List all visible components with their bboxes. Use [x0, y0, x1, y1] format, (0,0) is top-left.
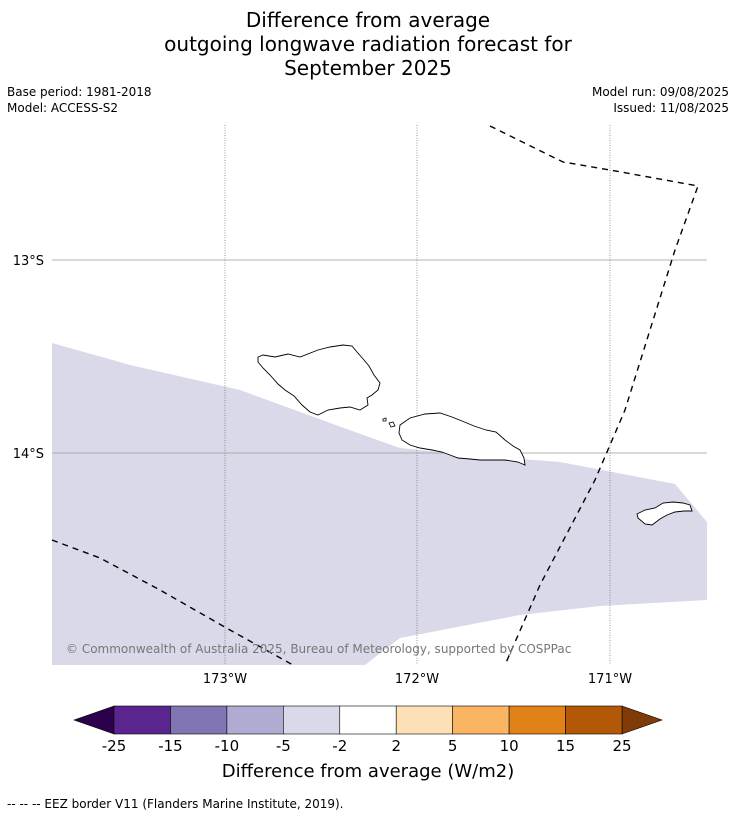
colorbar-tick-label: 15 [556, 737, 575, 755]
colorbar-tick-label: -10 [215, 737, 240, 755]
colorbar-tick-label: -15 [158, 737, 183, 755]
colorbar-segment [452, 705, 510, 735]
meta-right: Model run: 09/08/2025 Issued: 11/08/2025 [592, 84, 729, 116]
colorbar-segment [508, 705, 566, 735]
colorbar-extend-low [73, 705, 115, 735]
meta-left: Base period: 1981-2018 Model: ACCESS-S2 [7, 84, 152, 116]
colorbar-tick-label: -5 [276, 737, 291, 755]
base-period-text: Base period: 1981-2018 [7, 85, 152, 99]
manono-island [382, 417, 387, 422]
eez-footnote: -- -- -- EEZ border V11 (Flanders Marine… [7, 797, 344, 811]
colorbar-tick-label: -2 [332, 737, 347, 755]
lon-label-173w: 173°W [203, 672, 247, 687]
apolima-island [388, 421, 396, 428]
lat-label-14s: 14°S [13, 447, 44, 462]
colorbar-tick-label: -25 [102, 737, 127, 755]
model-text: Model: ACCESS-S2 [7, 101, 119, 115]
colorbar-extend-high [621, 705, 663, 735]
chart-title: Difference from average outgoing longwav… [0, 8, 736, 80]
colorbar-segment [395, 705, 453, 735]
colorbar-tick-label: 25 [612, 737, 631, 755]
title-line-3: September 2025 [284, 56, 452, 80]
eez-border-north [489, 125, 699, 666]
colorbar-segment [113, 705, 171, 735]
colorbar-segment [565, 705, 623, 735]
colorbar-segment [226, 705, 284, 735]
colorbar-segment [339, 705, 397, 735]
upolu-island [398, 412, 526, 466]
eez-border-south [51, 539, 294, 666]
savaii-island [257, 344, 381, 416]
colorbar-segment [170, 705, 228, 735]
title-line-1: Difference from average [245, 8, 491, 32]
colorbar-title: Difference from average (W/m2) [221, 761, 515, 782]
copyright-text: © Commonwealth of Australia 2025, Bureau… [66, 642, 571, 656]
issued-text: Issued: 11/08/2025 [613, 101, 729, 115]
colorbar-tick-label: 2 [391, 737, 401, 755]
title-line-2: outgoing longwave radiation forecast for [164, 32, 572, 56]
lon-label-172w: 172°W [395, 672, 439, 687]
colorbar-tick-label: 5 [448, 737, 458, 755]
anomaly-band-light-lavender [52, 343, 707, 665]
lat-label-13s: 13°S [13, 254, 44, 269]
lon-label-171w: 171°W [588, 672, 632, 687]
colorbar-segment [283, 705, 341, 735]
model-run-text: Model run: 09/08/2025 [591, 85, 729, 99]
tutuila-island [636, 501, 693, 526]
colorbar-tick-label: 10 [500, 737, 519, 755]
colorbar: -25 -15 -10 -5 -2 2 5 10 15 25 [73, 705, 663, 755]
